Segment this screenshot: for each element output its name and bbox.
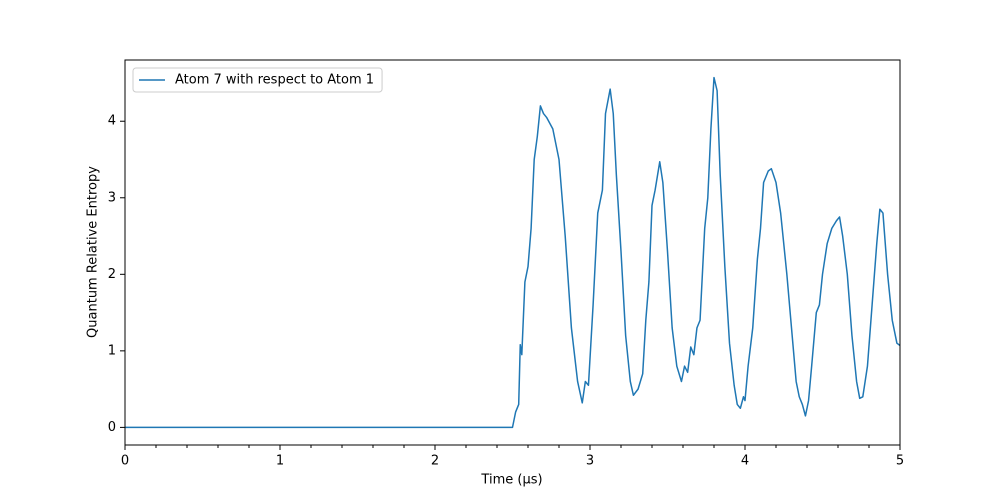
x-tick-label: 0 [121, 454, 129, 469]
x-tick-label: 3 [586, 454, 594, 469]
legend-label: Atom 7 with respect to Atom 1 [175, 73, 374, 88]
y-tick-label: 3 [108, 190, 116, 205]
x-tick-label: 1 [276, 454, 284, 469]
y-tick-label: 1 [108, 343, 116, 358]
y-tick-label: 4 [108, 114, 116, 129]
y-tick-label: 0 [108, 420, 116, 435]
line-series [125, 76, 901, 429]
x-tick-label: 4 [741, 454, 749, 469]
x-tick-label: 5 [896, 454, 904, 469]
legend-box [132, 67, 383, 93]
plot-frame [124, 59, 901, 446]
x-axis-label: Time (µs) [480, 473, 542, 488]
y-tick-label: 2 [108, 267, 116, 282]
x-tick-label: 2 [431, 454, 439, 469]
y-axis-label: Quantum Relative Entropy [86, 166, 101, 338]
